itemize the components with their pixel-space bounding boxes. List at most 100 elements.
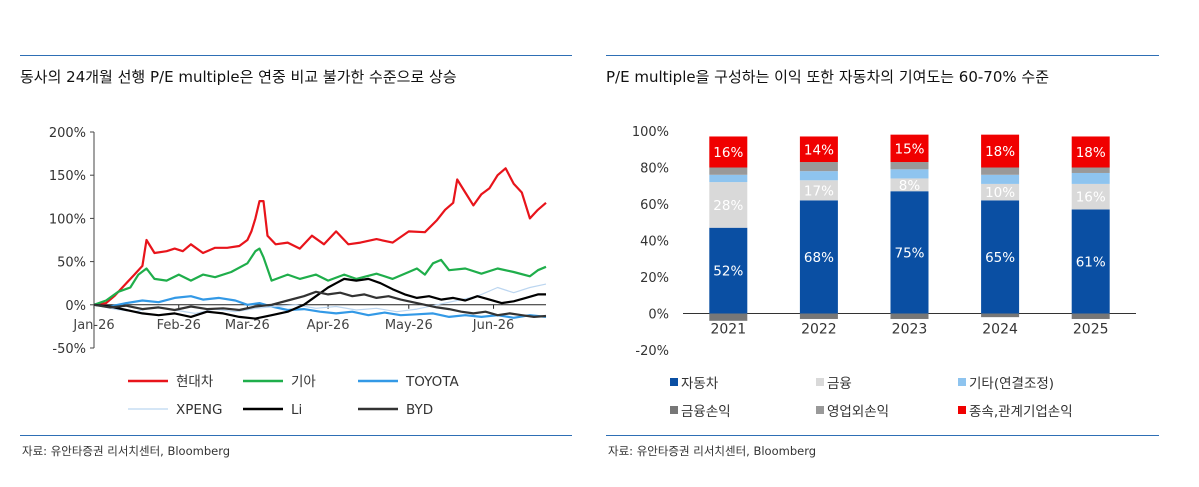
- bar-data-label: 14%: [804, 142, 834, 158]
- bar-segment-affiliate: [1071, 136, 1110, 168]
- bar-data-label: 17%: [804, 183, 834, 199]
- bar-data-label: 18%: [985, 144, 1015, 160]
- bar-data-label: 65%: [985, 250, 1015, 266]
- series-line-hyundai: [93, 167, 547, 306]
- bar-data-label: 61%: [1076, 254, 1106, 270]
- bar-segment-other: [709, 174, 748, 183]
- x-tick-label: Jan-26: [72, 318, 114, 333]
- x-tick-label: May-26: [385, 318, 433, 333]
- bar-segment-affiliate: [709, 136, 748, 168]
- x-tick-label: Feb-26: [157, 318, 201, 333]
- bar-segment-nonop: [799, 162, 838, 172]
- bar-segment-finance: [890, 178, 929, 192]
- legend-label-xpeng: XPENG: [176, 402, 222, 418]
- series-line-li: [93, 277, 546, 320]
- right-bottom-rule: [606, 435, 1159, 436]
- bar-segment-other: [1071, 172, 1110, 184]
- left-source: 자료: 유안타증권 리서치센터, Bloomberg: [22, 444, 231, 458]
- bar-segment-other: [890, 169, 929, 179]
- x-tick-label: 2025: [1073, 322, 1109, 338]
- y-tick-label: 20%: [640, 271, 669, 286]
- bar-segment-nonop: [890, 162, 929, 170]
- legend-label-nonop: 영업외손익: [827, 404, 889, 420]
- y-tick-label: 0%: [648, 308, 669, 323]
- legend-swatch-finloss: [670, 406, 678, 414]
- bar-data-label: 15%: [894, 141, 924, 157]
- legend-swatch-auto: [670, 378, 678, 386]
- bar-segment-finance: [1071, 183, 1110, 210]
- left-top-rule: [20, 55, 572, 56]
- bar-segment-finance: [799, 180, 838, 201]
- bar-negative-segment: [890, 313, 929, 319]
- x-tick-label: Jun-26: [472, 318, 515, 333]
- bar-segment-other: [981, 174, 1020, 184]
- x-tick-label: Apr-26: [307, 318, 350, 333]
- bar-segment-affiliate: [981, 134, 1020, 168]
- right-top-rule: [606, 55, 1159, 56]
- legend-label-hyundai: 현대차: [176, 374, 214, 390]
- legend-swatch-finance: [816, 378, 824, 386]
- legend-label-kia: 기아: [291, 374, 316, 390]
- bar-data-label: 10%: [985, 185, 1015, 201]
- bar-segment-auto: [799, 200, 838, 314]
- bar-data-label: 16%: [713, 145, 743, 161]
- x-tick-label: 2022: [801, 322, 837, 338]
- right-source: 자료: 유안타증권 리서치센터, Bloomberg: [608, 444, 817, 458]
- legend-swatch-other: [958, 378, 966, 386]
- left-chart-title: 동사의 24개월 선행 P/E multiple은 연중 비교 불가한 수준으로…: [20, 68, 457, 86]
- series-line-byd: [93, 290, 547, 318]
- left-bottom-rule: [20, 435, 572, 436]
- left-line-chart: -50% 0% 50% 100% 150% 200% Jan-26 Feb-26 Mar-26 A…: [49, 126, 547, 418]
- bar-data-label: 18%: [1076, 145, 1106, 161]
- y-tick-label: -20%: [635, 344, 669, 359]
- legend-swatch-affiliate: [958, 406, 966, 414]
- bar-data-label: 75%: [894, 245, 924, 261]
- y-tick-label: 100%: [49, 212, 86, 227]
- bar-data-label: 16%: [1076, 190, 1106, 206]
- bar-segment-other: [799, 171, 838, 181]
- x-tick-label: 2023: [892, 322, 928, 338]
- x-tick-label: Mar-26: [225, 318, 270, 333]
- x-tick-label: 2024: [982, 322, 1018, 338]
- bar-data-label: 8%: [899, 178, 921, 194]
- legend-label-byd: BYD: [406, 402, 433, 418]
- bar-segment-nonop: [981, 167, 1020, 175]
- legend-swatch-nonop: [816, 406, 824, 414]
- right-chart-title: P/E multiple을 구성하는 이익 또한 자동차의 기여도는 60-70…: [606, 68, 1050, 86]
- y-tick-label: 200%: [49, 126, 86, 141]
- y-tick-label: 0%: [65, 299, 86, 314]
- bar-negative-segment: [799, 313, 838, 319]
- y-tick-label: 150%: [49, 169, 86, 184]
- legend-label-other: 기타(연결조정): [969, 376, 1054, 392]
- bar-segment-auto: [709, 227, 748, 314]
- bar-segment-affiliate: [890, 134, 929, 163]
- bar-segment-auto: [981, 200, 1020, 314]
- series-line-toyota: [93, 295, 547, 319]
- x-tick-label: 2021: [710, 322, 746, 338]
- y-tick-label: 100%: [632, 125, 669, 140]
- legend-label-finloss: 금융손익: [681, 404, 731, 420]
- series-line-kia: [93, 247, 547, 306]
- right-bar-chart: -20% 0% 20% 40% 60% 80% 100% 52% 28% 16% 2021 68% 17…: [632, 125, 1136, 420]
- bar-segment-finance: [981, 183, 1020, 201]
- y-tick-label: -50%: [52, 342, 86, 357]
- bar-segment-auto: [1071, 209, 1110, 314]
- bar-segment-affiliate: [799, 136, 838, 163]
- bar-data-label: 52%: [713, 264, 743, 280]
- y-tick-label: 80%: [640, 162, 669, 177]
- y-tick-label: 50%: [57, 256, 86, 271]
- y-tick-label: 40%: [640, 235, 669, 250]
- bar-segment-nonop: [709, 167, 748, 175]
- y-tick-label: 60%: [640, 198, 669, 213]
- bar-negative-segment: [1071, 313, 1110, 319]
- bar-segment-finance: [709, 182, 748, 228]
- bar-data-label: 28%: [713, 198, 743, 214]
- legend-label-auto: 자동차: [681, 376, 719, 392]
- left-panel: 동사의 24개월 선행 P/E multiple은 연중 비교 불가한 수준으로…: [20, 55, 572, 458]
- bar-negative-segment: [709, 313, 748, 321]
- legend-label-li: Li: [291, 402, 302, 418]
- bar-segment-nonop: [1071, 167, 1110, 173]
- bar-data-label: 68%: [804, 250, 834, 266]
- legend-label-finance: 금융: [827, 376, 852, 392]
